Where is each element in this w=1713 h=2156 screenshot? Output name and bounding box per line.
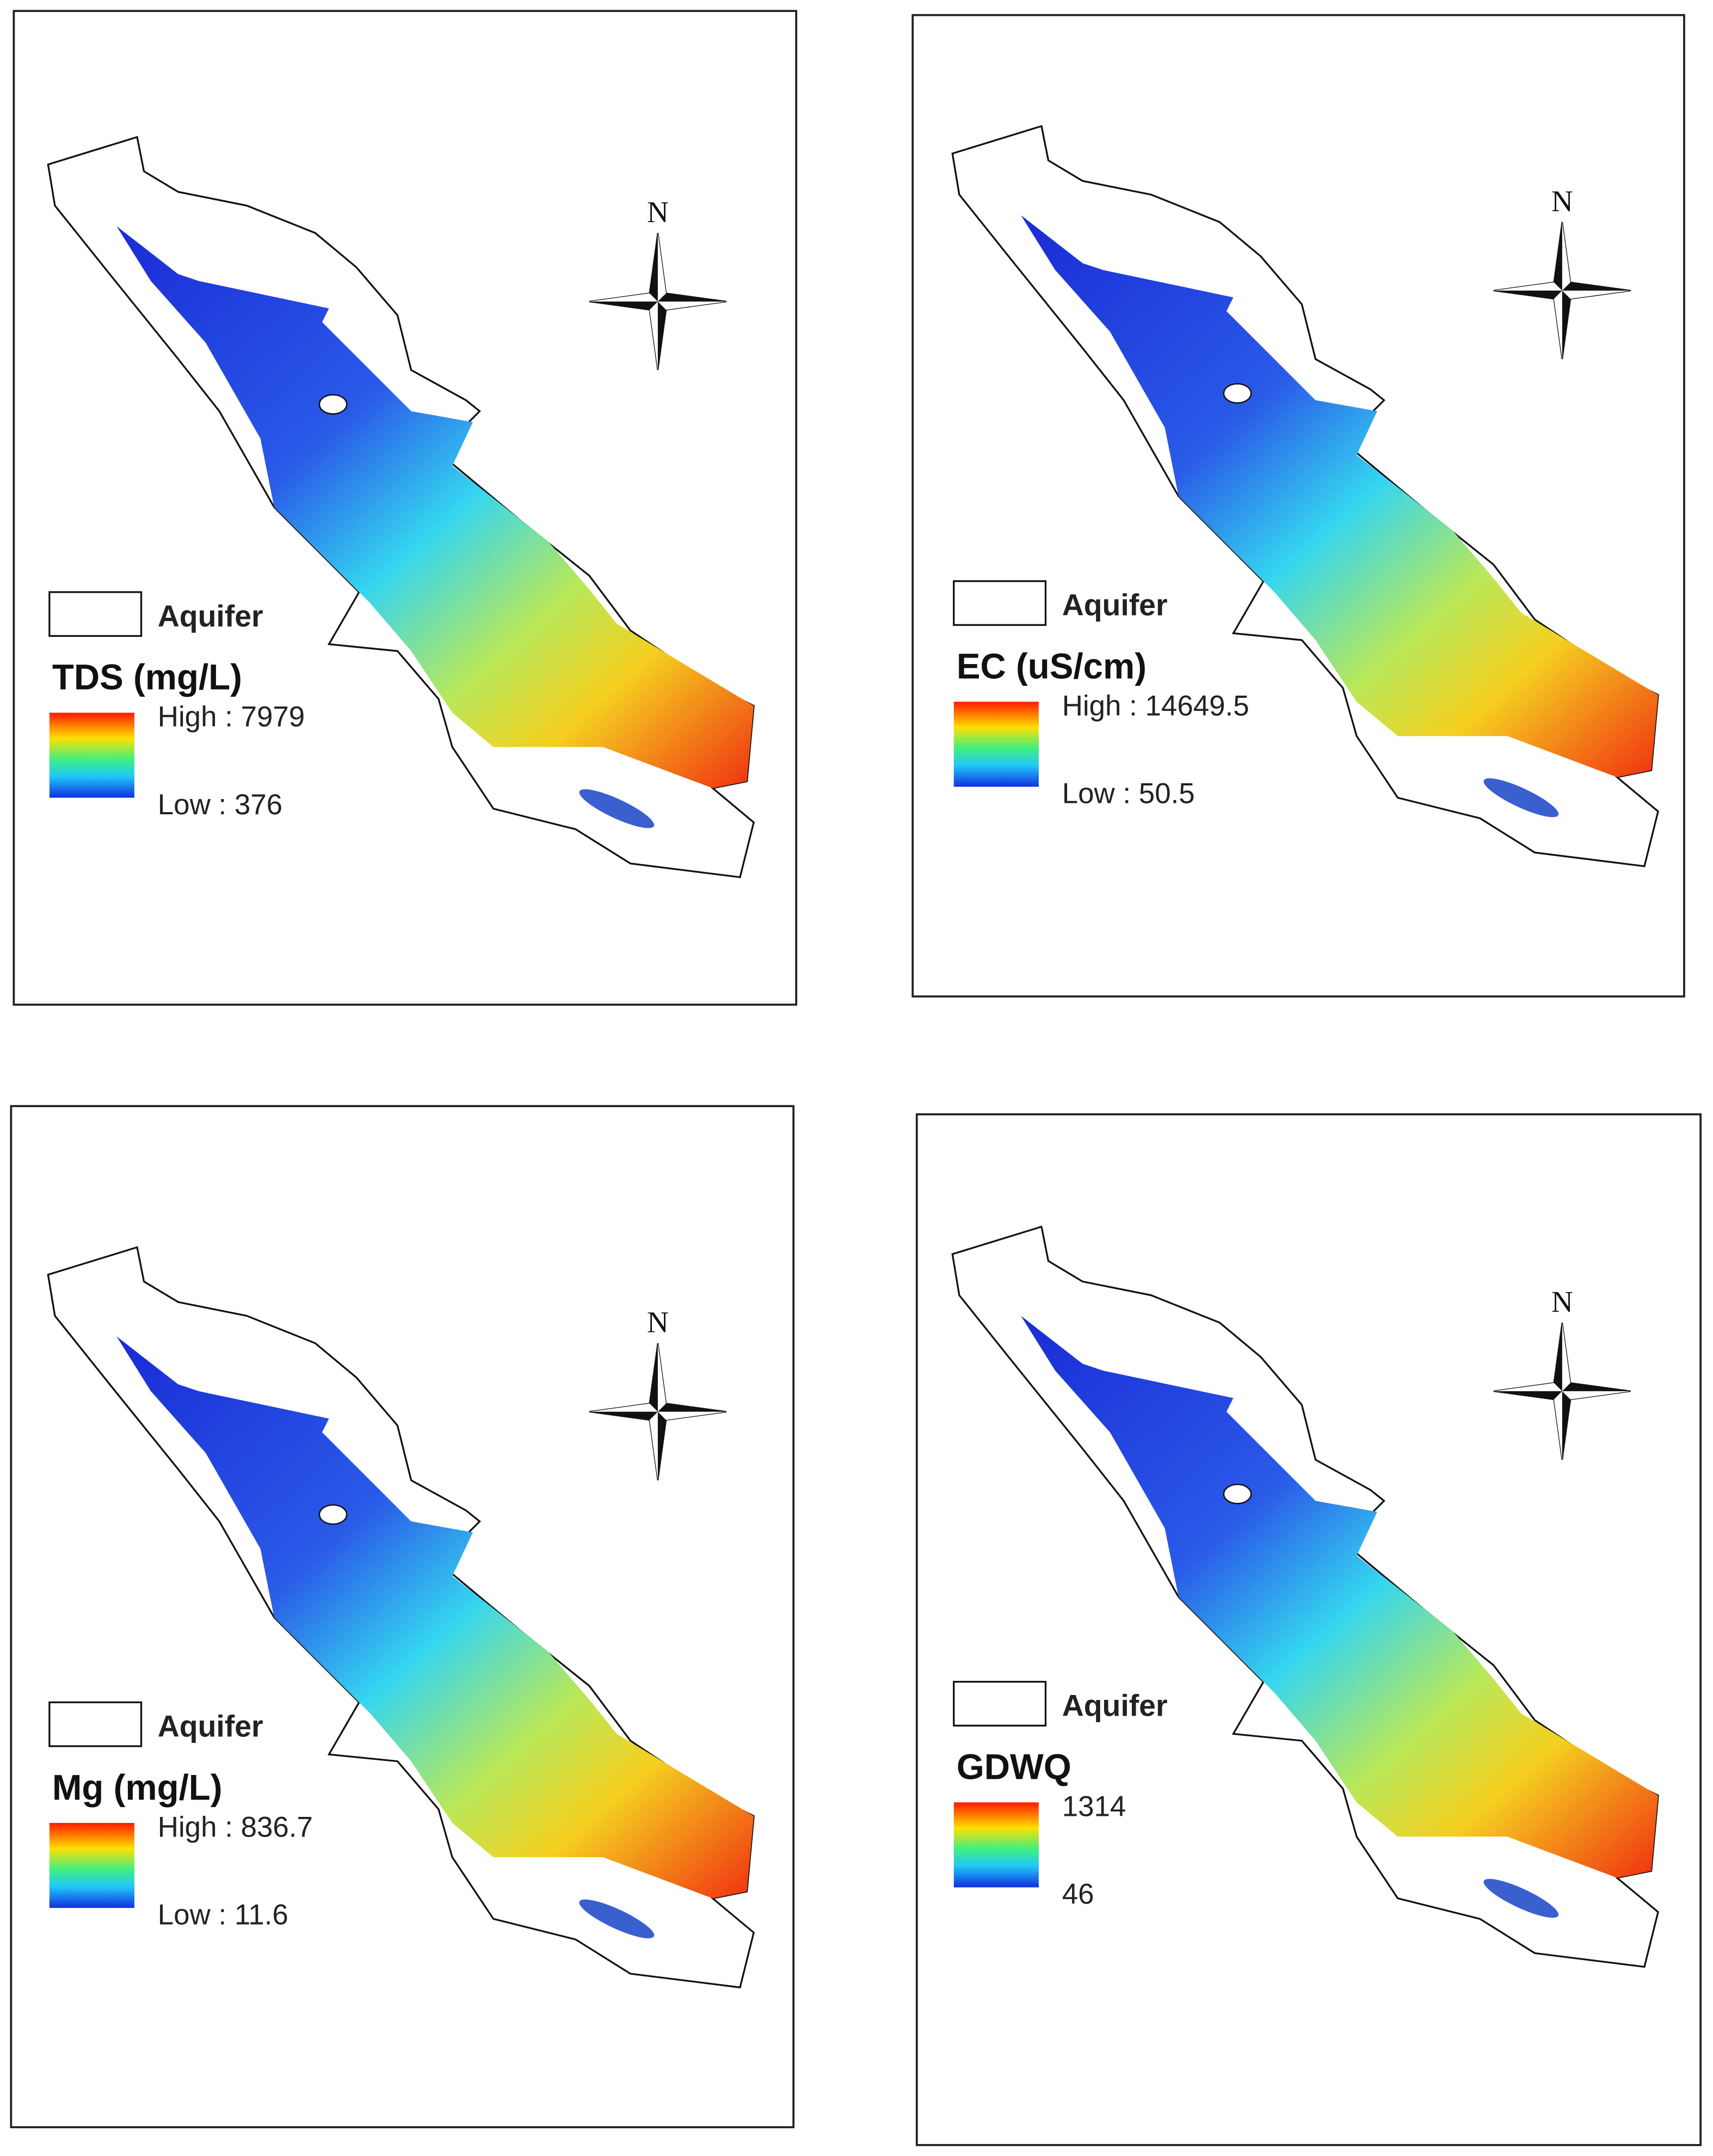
legend-aquifer-label: Aquifer [158,1709,263,1743]
island [1223,1483,1252,1504]
lake [1483,1878,1559,1918]
interpolated-surface [1021,215,1659,777]
map-content: Aquifer GDWQ 1314 46 N [951,1225,1659,1968]
legend-aquifer-box [48,591,143,637]
legend-title: Mg (mg/L) [52,1767,223,1807]
north-label: N [1551,185,1573,218]
legend-low: Low : 11.6 [158,1899,288,1931]
island [318,1504,348,1525]
legend-high: High : 14649.5 [1062,690,1249,722]
island [1223,383,1252,404]
color-ramp [49,712,134,798]
map-content: Aquifer EC (uS/cm) High : 14649.5 Low : 50.… [951,125,1659,868]
legend-aquifer-label: Aquifer [158,599,263,633]
map-panel: Aquifer TDS (mg/L) High : 7979 Low : 376 N [13,10,798,1006]
legend-title: EC (uS/cm) [957,646,1147,686]
legend-low: Low : 50.5 [1062,778,1195,810]
interpolated-surface [1021,1316,1659,1878]
legend-aquifer-label: Aquifer [1062,1689,1168,1723]
north-label: N [647,1306,669,1339]
north-label: N [1551,1285,1573,1318]
map-panel: Aquifer EC (uS/cm) High : 14649.5 Low : 50.… [911,14,1685,998]
legend-low: Low : 376 [158,789,282,821]
color-ramp [953,702,1039,787]
legend-aquifer-box [953,580,1047,626]
legend-high: 1314 [1062,1791,1126,1823]
map-panel: Aquifer GDWQ 1314 46 N [915,1113,1702,2146]
lake [1483,778,1559,818]
legend-high: High : 7979 [158,701,305,733]
north-arrow [589,232,726,371]
north-label: N [647,195,669,229]
legend-aquifer-label: Aquifer [1062,588,1168,622]
map-panel: Aquifer Mg (mg/L) High : 836.7 Low : 11.6 N [10,1105,795,2129]
color-ramp [49,1823,134,1908]
interpolated-surface [116,226,754,788]
island [318,394,348,415]
legend-title: TDS (mg/L) [52,658,242,697]
map-content: Aquifer Mg (mg/L) High : 836.7 Low : 11.6 N [47,1246,755,1989]
lake [579,789,655,828]
legend-title: GDWQ [957,1747,1071,1787]
legend-aquifer-box [48,1701,143,1747]
legend-aquifer-box [953,1681,1047,1727]
legend-high: High : 836.7 [158,1811,313,1843]
legend-low: 46 [1062,1878,1094,1911]
lake [579,1899,655,1939]
map-content: Aquifer TDS (mg/L) High : 7979 Low : 376 N [47,136,755,879]
color-ramp [953,1802,1039,1888]
interpolated-surface [116,1336,754,1899]
